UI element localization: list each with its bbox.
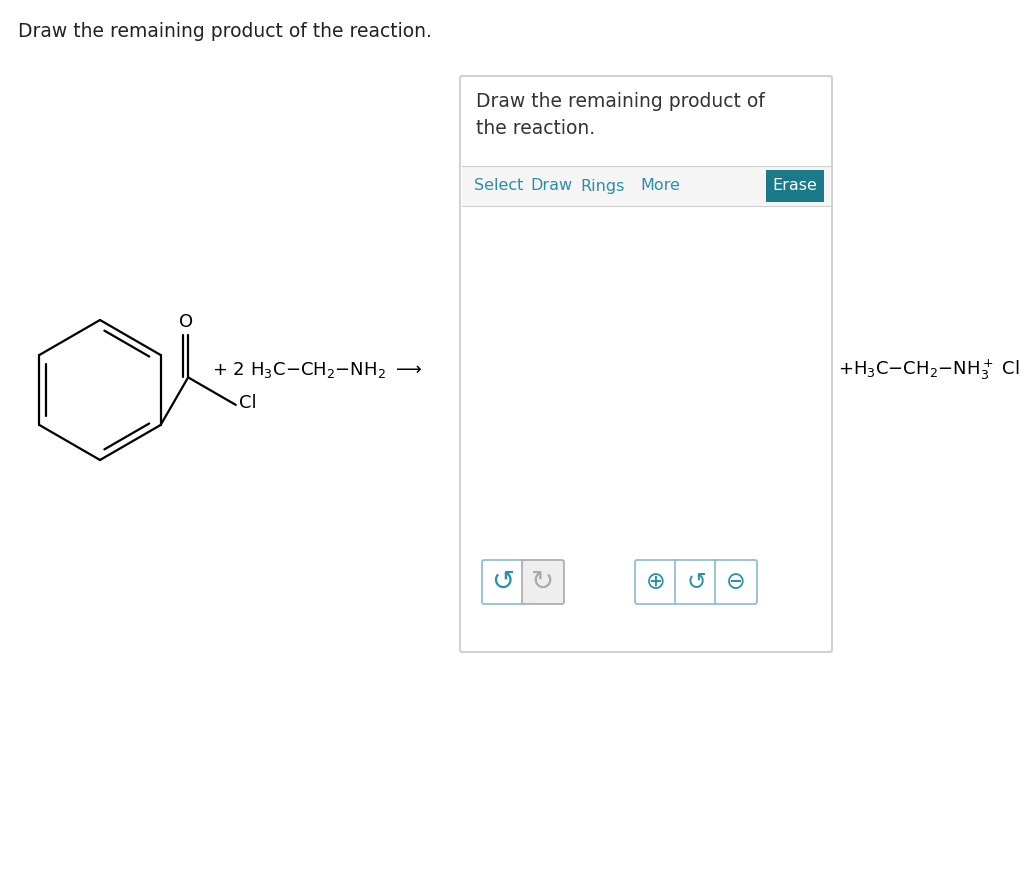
Text: ⊖: ⊖: [726, 570, 745, 594]
Text: ↻: ↻: [531, 568, 555, 596]
FancyBboxPatch shape: [482, 560, 524, 604]
Text: Erase: Erase: [772, 178, 817, 194]
FancyBboxPatch shape: [460, 76, 831, 652]
Text: Draw: Draw: [530, 178, 572, 194]
Text: Rings: Rings: [580, 178, 625, 194]
Text: Draw the remaining product of the reaction.: Draw the remaining product of the reacti…: [18, 22, 432, 41]
Bar: [766, 170, 824, 202]
Text: O: O: [178, 313, 193, 331]
FancyBboxPatch shape: [522, 560, 564, 604]
Text: ↺: ↺: [686, 570, 706, 594]
Text: More: More: [640, 178, 680, 194]
Text: Cl: Cl: [239, 394, 256, 412]
FancyBboxPatch shape: [715, 560, 757, 604]
Text: Select: Select: [474, 178, 523, 194]
Text: $+\mathrm{H_3C{-}CH_2{-}NH_3^+}\ \mathrm{Cl^-}$: $+\mathrm{H_3C{-}CH_2{-}NH_3^+}\ \mathrm…: [838, 358, 1024, 382]
Text: ⊕: ⊕: [646, 570, 666, 594]
Text: Draw the remaining product of
the reaction.: Draw the remaining product of the reacti…: [476, 92, 765, 137]
Bar: [462, 166, 830, 206]
FancyBboxPatch shape: [635, 560, 677, 604]
FancyBboxPatch shape: [675, 560, 717, 604]
Text: $+\ 2\ \mathrm{H_3C{-}CH_2{-}NH_2}\ \longrightarrow$: $+\ 2\ \mathrm{H_3C{-}CH_2{-}NH_2}\ \lon…: [212, 360, 422, 380]
Text: ↺: ↺: [492, 568, 515, 596]
